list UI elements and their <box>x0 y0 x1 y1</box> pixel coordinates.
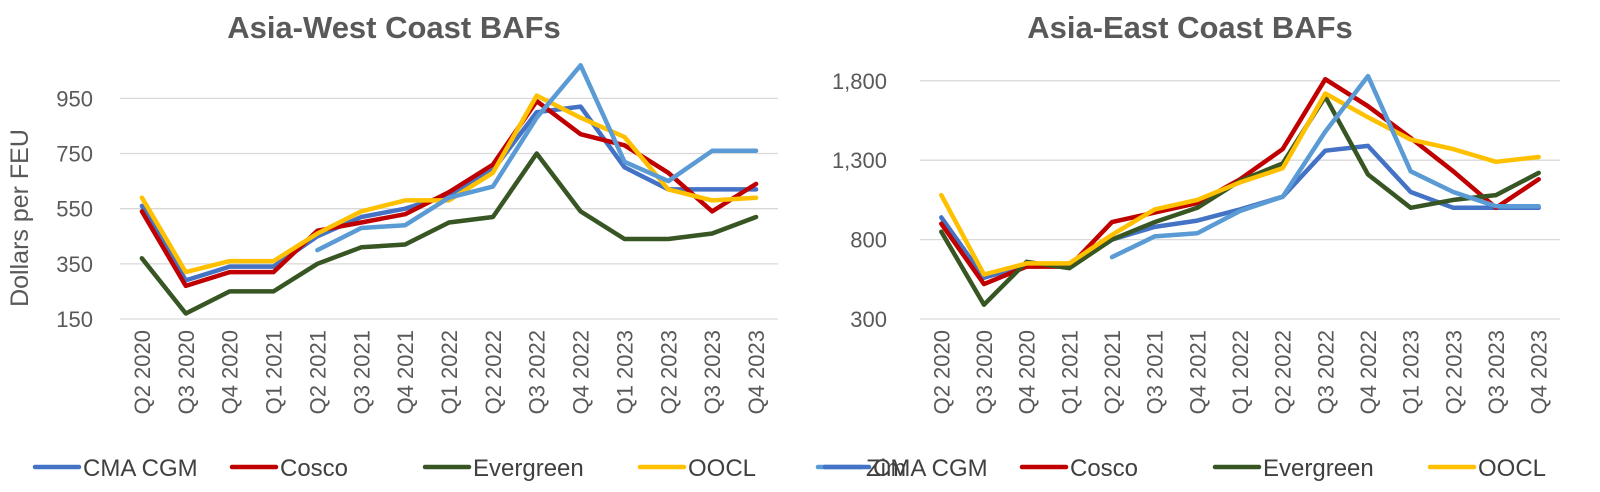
x-tick-label: Q4 2022 <box>1356 330 1381 414</box>
legend-label: CMA CGM <box>83 455 198 482</box>
legend-item: CMA CGM <box>32 455 198 482</box>
legend-label: Evergreen <box>473 455 584 482</box>
series-line-oocl <box>939 91 1541 277</box>
x-tick-label: Q4 2021 <box>393 330 418 414</box>
legend-label: Zim <box>866 455 906 482</box>
y-tick-label: 1,800 <box>832 69 887 94</box>
x-tick-label: Q4 2021 <box>1185 330 1210 414</box>
series-line-evergreen <box>939 94 1541 307</box>
y-tick-label: 950 <box>56 86 93 111</box>
y-tick-label: 750 <box>56 142 93 167</box>
y-tick-label: 1,300 <box>832 148 887 173</box>
x-tick-label: Q1 2022 <box>437 330 462 414</box>
x-tick-label: Q1 2023 <box>612 330 637 414</box>
legend-item: OOCL <box>1427 455 1546 482</box>
legend-item: OOCL <box>637 455 756 482</box>
x-tick-label: Q2 2023 <box>656 330 681 414</box>
x-tick-label: Q2 2022 <box>481 330 506 414</box>
series-line-cma-cgm <box>139 104 759 283</box>
legend-item: Evergreen <box>422 455 584 482</box>
chart-title: Asia-East Coast BAFs <box>1027 10 1353 45</box>
x-tick-label: Q2 2021 <box>305 330 330 414</box>
y-tick-label: 300 <box>850 307 887 332</box>
y-tick-label: 350 <box>56 252 93 277</box>
x-tick-label: Q2 2020 <box>130 330 155 414</box>
legend-label: Cosco <box>1070 455 1138 482</box>
x-tick-label: Q3 2020 <box>174 330 199 414</box>
x-tick-label: Q3 2021 <box>1143 330 1168 414</box>
x-tick-label: Q1 2021 <box>1057 330 1082 414</box>
legend-label: OOCL <box>1478 455 1546 482</box>
x-tick-label: Q4 2020 <box>1015 330 1040 414</box>
y-tick-label: 800 <box>850 228 887 253</box>
legend-item: Evergreen <box>1212 455 1374 482</box>
legend: CMA CGM Cosco Evergreen OOCL Zim <box>32 455 906 482</box>
series-line-oocl <box>139 93 759 275</box>
x-tick-label: Q2 2022 <box>1271 330 1296 414</box>
x-tick-label: Q4 2022 <box>569 330 594 414</box>
legend-item: CMA CGM <box>822 455 988 482</box>
x-tick-label: Q2 2023 <box>1441 330 1466 414</box>
x-tick-label: Q3 2020 <box>972 330 997 414</box>
x-tick-label: Q2 2021 <box>1100 330 1125 414</box>
x-tick-label: Q2 2020 <box>929 330 954 414</box>
series-line-cosco <box>139 98 759 289</box>
y-tick-label: 550 <box>56 197 93 222</box>
chart-2: Asia-East Coast BAFs 300 800 1,300 1,800 Q2 2… <box>822 10 1560 482</box>
x-tick-label: Q3 2022 <box>1313 330 1338 414</box>
x-tick-label: Q1 2023 <box>1399 330 1424 414</box>
y-tick-label: 150 <box>56 307 93 332</box>
x-tick-label: Q3 2021 <box>349 330 374 414</box>
chart-1: Asia-West Coast BAFs 150 350 550 750 950 Dolla… <box>6 10 906 482</box>
series-line-zim <box>315 63 759 253</box>
legend: CMA CGM Cosco Evergreen OOCL Zim <box>822 455 1546 482</box>
legend-label: Evergreen <box>1263 455 1374 482</box>
legend-label: Cosco <box>280 455 348 482</box>
x-tick-label: Q4 2020 <box>218 330 243 414</box>
series-line-evergreen <box>139 151 759 316</box>
x-tick-label: Q4 2023 <box>744 330 769 414</box>
series-line-zim <box>1109 73 1541 260</box>
x-tick-label: Q3 2023 <box>700 330 725 414</box>
x-tick-label: Q1 2022 <box>1228 330 1253 414</box>
x-tick-label: Q4 2023 <box>1527 330 1552 414</box>
x-tick-label: Q3 2023 <box>1484 330 1509 414</box>
y-axis-label: Dollars per FEU <box>6 129 34 307</box>
x-tick-label: Q1 2021 <box>262 330 287 414</box>
chart-title: Asia-West Coast BAFs <box>227 10 561 45</box>
legend-label: CMA CGM <box>873 455 988 482</box>
x-tick-label: Q3 2022 <box>525 330 550 414</box>
legend-label: OOCL <box>688 455 756 482</box>
legend-item: Cosco <box>229 455 348 482</box>
legend-item: Cosco <box>1019 455 1138 482</box>
